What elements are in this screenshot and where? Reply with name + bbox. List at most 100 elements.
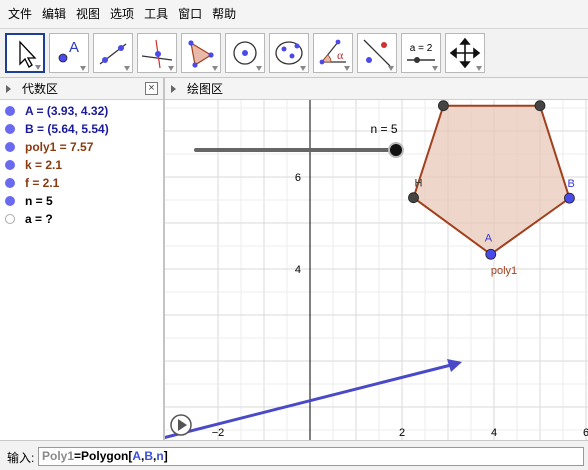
line-through-two-points-icon — [99, 43, 127, 65]
polygon-label: poly1 — [491, 265, 517, 277]
graphics-view-header: 绘图区 — [165, 78, 588, 100]
x-tick-label: −2 — [212, 427, 225, 439]
ellipse-icon — [275, 41, 303, 65]
menu-window[interactable]: 窗口 — [178, 6, 203, 21]
algebra-item[interactable]: f = 2.1 — [0, 174, 163, 192]
x-tick-label: 6 — [583, 427, 588, 439]
visibility-toggle-icon[interactable] — [5, 142, 15, 152]
svg-text:A: A — [69, 39, 79, 56]
input-text-segment: Poly1 — [42, 449, 75, 463]
y-tick-label: 6 — [295, 172, 301, 184]
menu-view[interactable]: 视图 — [76, 6, 101, 21]
collapse-triangle-icon[interactable] — [171, 85, 176, 93]
input-text-segment: , — [141, 449, 145, 463]
svg-text:a = 2: a = 2 — [410, 43, 433, 54]
slider-handle[interactable] — [388, 142, 404, 158]
input-text-segment: ] — [163, 449, 168, 463]
play-icon — [178, 419, 187, 431]
perpendicular-line-icon — [141, 39, 173, 69]
move-tool[interactable] — [5, 33, 45, 73]
menu-help[interactable]: 帮助 — [212, 6, 237, 21]
y-tick-label: 4 — [295, 264, 301, 276]
algebra-view-title: 代数区 — [22, 82, 59, 96]
slider-tool[interactable]: a = 2 — [401, 33, 441, 73]
input-text-segment: A — [132, 449, 142, 463]
line-tool[interactable] — [93, 33, 133, 73]
polygon-poly1[interactable] — [412, 104, 571, 256]
algebra-item[interactable]: k = 2.1 — [0, 156, 163, 174]
menu-tools[interactable]: 工具 — [144, 6, 169, 21]
algebra-item[interactable]: poly1 = 7.57 — [0, 138, 163, 156]
visibility-toggle-icon[interactable] — [5, 178, 15, 188]
reflect-tool[interactable] — [357, 33, 397, 73]
algebra-item[interactable]: A = (3.93, 4.32) — [0, 102, 163, 120]
conic-tool[interactable] — [269, 33, 309, 73]
algebra-item-text: A = (3.93, 4.32) — [25, 104, 109, 118]
input-text-segment: , — [153, 449, 157, 463]
menu-options[interactable]: 选项 — [110, 6, 135, 21]
collapse-triangle-icon[interactable] — [6, 85, 11, 93]
point-B[interactable] — [564, 192, 575, 204]
points[interactable]: ABEGH — [408, 100, 575, 260]
input-bar: 输入: Poly1=Polygon[A,B,n] — [0, 440, 588, 470]
perpendicular-tool[interactable] — [137, 33, 177, 73]
svg-text:α: α — [337, 48, 344, 62]
graphics-view[interactable]: −2246468 n = 5 poly1 ABEGH — [165, 100, 588, 440]
toolbar: A — [0, 29, 588, 78]
slider-icon: a = 2 — [407, 43, 435, 63]
point-E[interactable] — [534, 100, 546, 112]
algebra-item-text: a = ? — [25, 212, 53, 226]
axes — [309, 100, 311, 440]
visibility-toggle-icon[interactable] — [5, 214, 15, 224]
input-field[interactable]: Poly1=Polygon[A,B,n] — [38, 447, 584, 466]
panel-divider[interactable] — [163, 78, 165, 440]
algebra-item[interactable]: n = 5 — [0, 192, 163, 210]
visibility-toggle-icon[interactable] — [5, 160, 15, 170]
input-text-segment: B — [144, 449, 154, 463]
circle-center-point-icon — [233, 41, 257, 65]
circle-tool[interactable] — [225, 33, 265, 73]
input-text-segment: =Polygon[ — [74, 449, 133, 463]
algebra-view-header: 代数区 × — [0, 78, 163, 100]
algebra-item-text: poly1 = 7.57 — [25, 140, 94, 154]
visibility-toggle-icon[interactable] — [5, 106, 15, 116]
menu-edit[interactable]: 编辑 — [42, 6, 67, 21]
polygon-icon — [188, 40, 214, 68]
algebra-item-text: n = 5 — [25, 194, 53, 208]
slider-n[interactable]: n = 5 — [194, 122, 404, 158]
algebra-item-text: k = 2.1 — [25, 158, 63, 172]
point-H[interactable] — [408, 192, 419, 204]
visibility-toggle-icon[interactable] — [5, 124, 15, 134]
x-tick-label: 4 — [491, 427, 497, 439]
graphics-view-title: 绘图区 — [187, 82, 224, 96]
graphics-canvas[interactable]: −2246468 n = 5 poly1 ABEGH — [165, 100, 588, 440]
point-G[interactable] — [437, 100, 449, 112]
angle-icon: α — [319, 39, 346, 65]
point-label: A — [485, 232, 493, 244]
polygon-tool[interactable] — [181, 33, 221, 73]
input-text-segment: n — [156, 449, 164, 463]
annotation-arrow — [165, 359, 462, 439]
algebra-view: A = (3.93, 4.32) B = (5.64, 5.54) poly1 … — [0, 100, 163, 440]
point-tool[interactable]: A — [49, 33, 89, 73]
point-a-icon: A — [58, 39, 79, 63]
menu-bar: 文件 编辑 视图 选项 工具 窗口 帮助 — [0, 0, 588, 29]
algebra-item[interactable]: B = (5.64, 5.54) — [0, 120, 163, 138]
visibility-toggle-icon[interactable] — [5, 196, 15, 206]
angle-tool[interactable]: α — [313, 33, 353, 73]
slider-label: n = 5 — [370, 122, 397, 136]
point-label: H — [415, 178, 423, 190]
menu-file[interactable]: 文件 — [8, 6, 33, 21]
algebra-item-text: B = (5.64, 5.54) — [25, 122, 109, 136]
play-button[interactable] — [170, 414, 192, 436]
cursor-arrow-icon — [19, 40, 37, 68]
algebra-item[interactable]: a = ? — [0, 210, 163, 228]
algebra-item-text: f = 2.1 — [25, 176, 60, 190]
close-icon[interactable]: × — [145, 82, 158, 95]
move-graphics-view-icon — [449, 37, 481, 69]
move-view-tool[interactable] — [445, 33, 485, 73]
point-A[interactable] — [485, 248, 497, 260]
input-label: 输入: — [7, 451, 35, 465]
tick-labels: −2246468 — [212, 172, 588, 439]
x-tick-label: 2 — [399, 427, 405, 439]
